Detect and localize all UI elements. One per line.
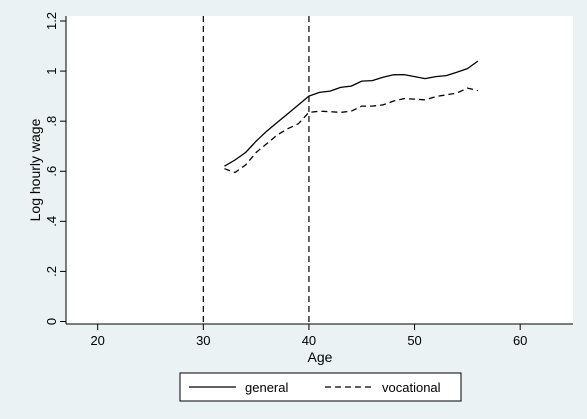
legend-label-general: general (245, 380, 288, 395)
x-tick-label: 60 (513, 333, 527, 348)
x-tick-label: 40 (302, 333, 316, 348)
y-axis-title: Log hourly wage (27, 118, 43, 221)
reference-lines (202, 16, 310, 324)
x-axis-ticks: 20 30 40 50 60 (90, 324, 527, 348)
x-axis-title: Age (308, 349, 333, 365)
y-tick-label: .8 (44, 116, 59, 127)
x-tick-label: 30 (196, 333, 210, 348)
y-tick-label: 1 (44, 67, 59, 74)
x-tick-label: 50 (407, 333, 421, 348)
y-tick-label: 0 (44, 318, 59, 325)
y-tick-label: .2 (44, 266, 59, 277)
legend: general vocational (179, 372, 462, 402)
x-tick-label: 20 (90, 333, 104, 348)
plot-area (66, 16, 573, 324)
legend-label-vocational: vocational (382, 380, 441, 395)
y-tick-label: 1.2 (44, 12, 59, 30)
series-layer (224, 60, 479, 174)
series-line-general (224, 60, 479, 167)
series-line-vocational (224, 87, 479, 174)
y-axis-ticks: 0 .2 .4 .6 .8 1 1.2 (44, 12, 66, 325)
y-tick-label: .4 (44, 216, 59, 227)
y-tick-label: .6 (44, 166, 59, 177)
